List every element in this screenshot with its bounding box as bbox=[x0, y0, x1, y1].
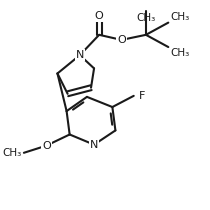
Text: F: F bbox=[139, 91, 145, 101]
Text: CH₃: CH₃ bbox=[3, 148, 22, 158]
Text: O: O bbox=[42, 141, 51, 151]
Text: N: N bbox=[76, 50, 84, 60]
Text: O: O bbox=[117, 35, 126, 45]
Text: CH₃: CH₃ bbox=[136, 13, 156, 24]
Text: CH₃: CH₃ bbox=[170, 12, 190, 22]
Text: O: O bbox=[95, 10, 104, 21]
Text: CH₃: CH₃ bbox=[170, 48, 190, 58]
Text: N: N bbox=[90, 140, 98, 150]
